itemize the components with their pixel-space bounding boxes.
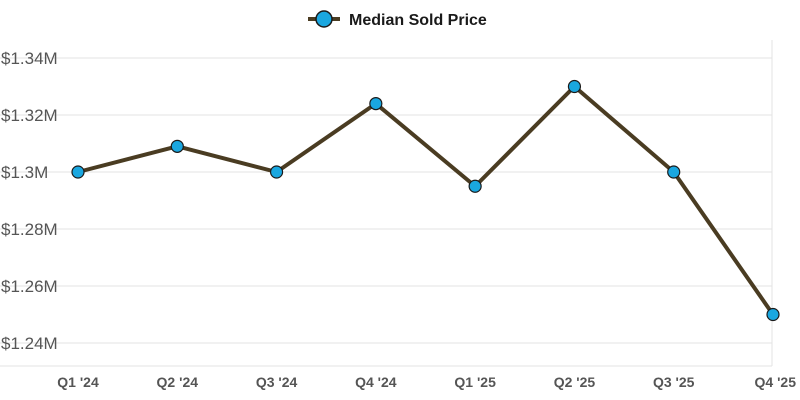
y-tick-label: $1.34M xyxy=(1,49,58,68)
legend: Median Sold Price xyxy=(308,10,487,29)
x-axis: Q1 '24 Q2 '24 Q3 '24 Q4 '24 Q1 '25 Q2 '25 Q3 '… xyxy=(57,374,796,390)
x-tick-label: Q1 '24 xyxy=(57,374,99,390)
data-point[interactable] xyxy=(567,79,582,94)
data-point[interactable] xyxy=(369,96,383,111)
data-point[interactable] xyxy=(468,179,482,193)
y-tick-label: $1.26M xyxy=(1,277,58,296)
y-tick-label: $1.32M xyxy=(1,106,58,125)
series-line xyxy=(76,84,775,317)
data-point[interactable] xyxy=(667,165,681,179)
legend-marker-swatch xyxy=(315,10,333,28)
data-point[interactable] xyxy=(766,307,780,322)
data-point[interactable] xyxy=(71,165,85,179)
x-tick-label: Q1 '25 xyxy=(454,374,496,390)
x-tick-label: Q3 '25 xyxy=(653,374,695,390)
y-tick-label: $1.28M xyxy=(1,220,58,239)
gridlines xyxy=(0,40,773,367)
x-tick-label: Q3 '24 xyxy=(256,374,298,390)
legend-label: Median Sold Price xyxy=(349,12,487,29)
y-tick-label: $1.3M xyxy=(1,163,48,182)
data-point[interactable] xyxy=(269,165,284,179)
x-tick-label: Q4 '24 xyxy=(355,374,397,390)
x-tick-label: Q2 '24 xyxy=(157,374,199,390)
data-point[interactable] xyxy=(170,139,184,153)
series-median-sold-price xyxy=(71,79,780,322)
x-tick-label: Q2 '25 xyxy=(554,374,596,390)
y-axis: $1.24M $1.26M $1.28M $1.3M $1.32M $1.34M xyxy=(1,49,58,353)
x-tick-label: Q4 '25 xyxy=(755,374,797,390)
y-tick-label: $1.24M xyxy=(1,334,58,353)
